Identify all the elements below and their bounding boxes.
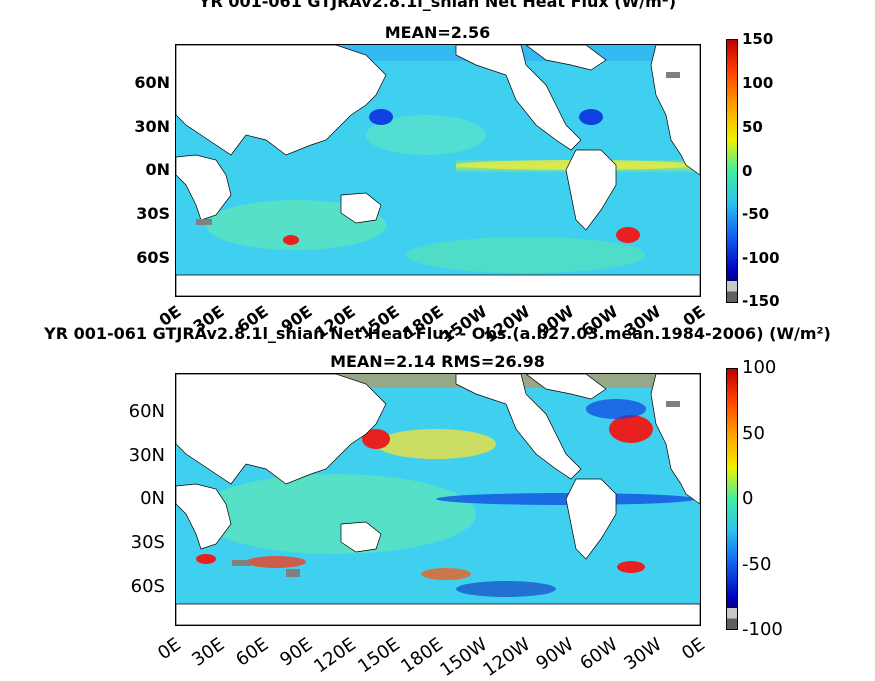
panel2-colorbar [726,368,738,630]
panel2-colorbar-tick: -100 [742,619,783,640]
lon-label: 120W [479,633,535,681]
continents [176,374,700,625]
panel1-colorbar [726,39,738,303]
lon-label: 60W [576,633,622,675]
panel1-colorbar-tick: 50 [742,118,763,136]
lon-label: 0E [154,633,186,665]
panel1-title: YR 001-061 GTJRAv2.8.1l_shian Net Heat F… [198,0,677,11]
panel1-colorbar-tick: -100 [742,249,780,267]
panel1-lat-label: 60N [134,73,170,92]
panel2-lat-label: 30N [128,445,165,466]
lon-label: 150W [435,633,491,681]
lon-label: 90W [532,633,579,675]
panel2-lat-label: 60S [130,576,165,597]
panel1-lat-label: 30N [134,117,170,136]
lon-label: 60E [232,633,273,671]
panel2-colorbar-tick: 50 [742,423,765,444]
panel1-colorbar-tick: 100 [742,74,774,92]
panel2-lat-label: 60N [128,401,165,422]
continents [176,45,700,296]
panel2-title: YR 001-061 GTJRAv2.8.1l_shian Net Heat F… [44,324,831,343]
panel1-subtitle: MEAN=2.56 [384,23,491,42]
panel1-map [175,44,701,297]
panel2-subtitle: MEAN=2.14 RMS=26.98 [330,352,545,371]
lon-label: 30E [188,633,229,671]
panel1-lat-label: 30S [136,204,170,223]
lon-label: 30W [619,633,666,675]
panel1-colorbar-tick: -50 [742,205,770,223]
panel1-colorbar-tick: -150 [742,292,780,310]
panel2-colorbar-tick: 100 [742,357,777,378]
panel1-lat-label: 60S [136,248,170,267]
panel1-colorbar-tick: 150 [742,30,774,48]
panel2-colorbar-tick: -50 [742,554,772,575]
panel2-lat-label: 30S [130,532,165,553]
panel2-lat-label: 0N [140,488,165,509]
panel2-colorbar-tick: 0 [742,488,754,509]
lon-label: 0E [678,633,710,665]
lon-label: 90E [275,633,317,671]
panel1-colorbar-tick: 0 [742,162,753,180]
panel2-map [175,373,701,626]
panel1-lat-label: 0N [145,160,170,179]
